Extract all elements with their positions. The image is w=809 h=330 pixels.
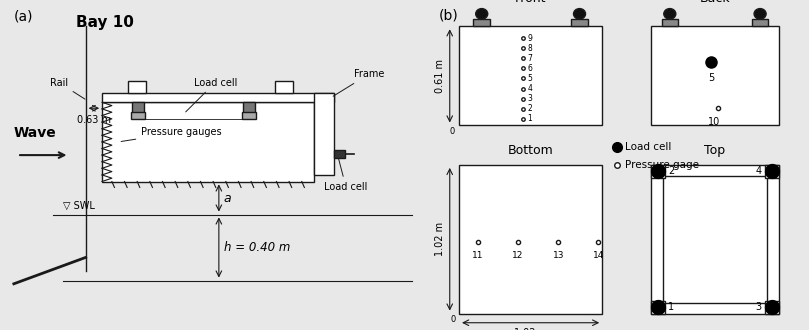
Text: 1: 1	[668, 302, 675, 312]
Text: Bottom: Bottom	[508, 144, 553, 157]
Text: 12: 12	[512, 251, 523, 260]
Text: h = 0.40 m: h = 0.40 m	[224, 241, 290, 254]
Text: 9: 9	[527, 34, 532, 43]
Text: Load cell: Load cell	[625, 142, 671, 152]
Bar	[460, 26, 602, 125]
Bar	[473, 19, 490, 26]
Text: 0.61 m: 0.61 m	[435, 59, 445, 93]
Bar	[102, 93, 334, 102]
Bar	[132, 102, 144, 113]
Circle shape	[574, 9, 586, 19]
Text: 0: 0	[450, 315, 455, 324]
Bar	[651, 165, 779, 314]
Text: 1: 1	[527, 114, 532, 123]
Text: Bay 10: Bay 10	[76, 15, 133, 30]
Bar	[765, 165, 779, 178]
Bar	[334, 150, 345, 158]
Text: 13: 13	[553, 251, 564, 260]
Circle shape	[664, 9, 676, 19]
Text: 6: 6	[527, 64, 532, 73]
Text: 1.02 m: 1.02 m	[435, 222, 445, 256]
Text: 2: 2	[668, 166, 675, 176]
Text: Front: Front	[515, 0, 546, 5]
Bar	[128, 81, 146, 93]
Bar	[651, 26, 779, 125]
Bar	[244, 102, 255, 113]
Text: 1.02 m: 1.02 m	[514, 328, 548, 330]
Bar	[765, 301, 779, 314]
Bar	[663, 176, 767, 303]
Bar	[752, 19, 769, 26]
Circle shape	[476, 9, 488, 19]
Bar	[651, 165, 665, 178]
Text: (b): (b)	[438, 8, 458, 22]
Bar	[460, 165, 602, 314]
Text: ▽ SWL: ▽ SWL	[63, 201, 95, 211]
Bar	[242, 112, 256, 119]
Text: Top: Top	[705, 144, 726, 157]
Text: Wave: Wave	[14, 126, 57, 140]
Text: 7: 7	[527, 54, 532, 63]
Text: 4: 4	[756, 166, 761, 176]
Bar	[102, 102, 315, 182]
Bar	[662, 19, 678, 26]
Bar	[315, 93, 334, 175]
Text: 0.63 m: 0.63 m	[77, 115, 111, 125]
Text: 10: 10	[709, 117, 721, 127]
Text: 2: 2	[527, 104, 532, 113]
Text: Pressure gauges: Pressure gauges	[121, 127, 222, 142]
Bar	[651, 301, 665, 314]
Text: 3: 3	[527, 94, 532, 103]
Text: Rail: Rail	[50, 78, 85, 99]
Text: 0: 0	[449, 127, 455, 136]
Text: Pressure gage: Pressure gage	[625, 160, 699, 170]
Circle shape	[754, 9, 766, 19]
Bar	[275, 81, 293, 93]
Text: 8: 8	[527, 44, 532, 53]
Bar	[131, 112, 145, 119]
Text: 14: 14	[593, 251, 604, 260]
Text: 5: 5	[527, 74, 532, 83]
Text: Load cell: Load cell	[186, 78, 237, 112]
Text: a: a	[224, 191, 231, 205]
Text: 5: 5	[708, 73, 714, 82]
Bar	[571, 19, 588, 26]
Text: Load cell: Load cell	[324, 156, 367, 192]
Text: Frame: Frame	[333, 69, 384, 96]
Text: 11: 11	[472, 251, 484, 260]
Text: 3: 3	[756, 302, 761, 312]
Text: Back: Back	[700, 0, 731, 5]
Text: (a): (a)	[14, 10, 33, 24]
Text: 4: 4	[527, 84, 532, 93]
